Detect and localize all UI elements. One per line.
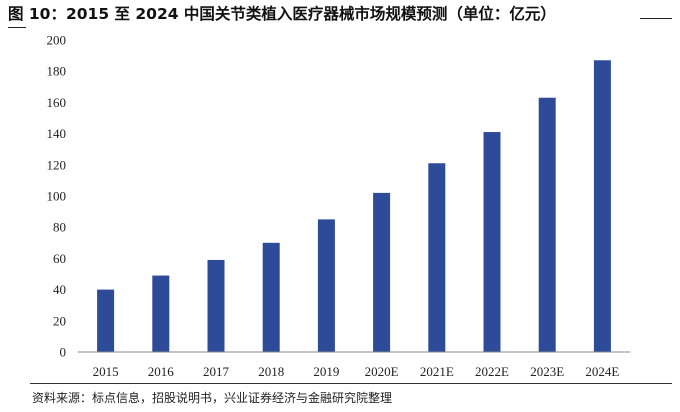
bar-2020E [373,192,391,352]
x-tick-label: 2023E [530,364,564,379]
y-tick-label: 20 [53,313,66,328]
y-tick-label: 40 [53,282,66,297]
bar-2024E [593,60,611,352]
figure-title: 图 10：2015 至 2024 中国关节类植入医疗器械市场规模预测（单位：亿元… [8,5,556,23]
bar-2023E [538,97,556,352]
y-tick-label: 0 [60,345,67,360]
x-tick-label: 2018 [258,364,284,379]
y-tick-label: 180 [47,64,67,79]
title-rule-right [640,18,672,19]
x-tick-label: 2021E [420,364,454,379]
y-tick-label: 80 [53,220,66,235]
y-tick-label: 140 [47,126,67,141]
x-tick-label: 2015 [93,364,119,379]
figure-source: 资料来源：标点信息，招股说明书，兴业证券经济与金融研究院整理 [32,391,393,405]
y-tick-label: 120 [47,157,67,172]
y-axis: 0 20 40 60 80 100 120 140 160 180 200 [47,33,67,360]
x-tick-label: 2024E [585,364,619,379]
x-tick-label: 2022E [475,364,509,379]
bar-2017 [207,259,225,352]
x-tick-label: 2016 [148,364,175,379]
x-tick-label: 2017 [203,364,230,379]
bar-2015 [97,289,115,352]
bar-2019 [317,219,335,352]
y-tick-label: 200 [47,33,67,48]
bar-series [97,60,611,352]
x-tick-label: 2020E [365,364,399,379]
bar-2022E [483,132,501,352]
y-tick-label: 160 [47,95,67,110]
y-tick-label: 100 [47,189,67,204]
x-tick-label: 2019 [313,364,339,379]
x-axis: 2015 2016 2017 2018 2019 2020E 2021E 2022E 2023E… [93,364,620,379]
bar-2016 [152,275,170,352]
source-rule [30,383,672,384]
bar-2021E [428,163,446,352]
title-rule-left [8,27,26,28]
y-tick-label: 60 [53,251,66,266]
bar-2018 [262,242,280,352]
